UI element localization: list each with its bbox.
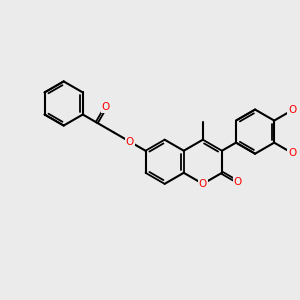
- Text: O: O: [101, 102, 110, 112]
- Text: O: O: [126, 137, 134, 147]
- Text: O: O: [288, 105, 296, 115]
- Text: O: O: [199, 179, 207, 189]
- Text: O: O: [233, 177, 242, 187]
- Text: O: O: [288, 148, 296, 158]
